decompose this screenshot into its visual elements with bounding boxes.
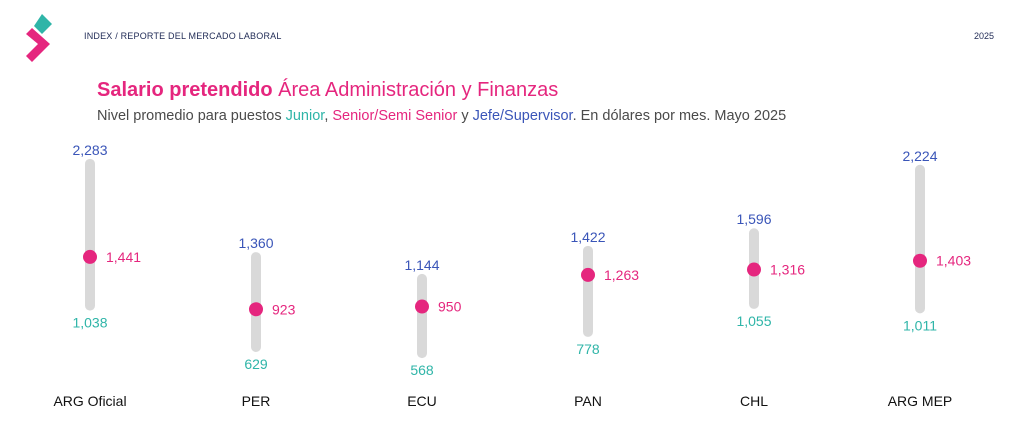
junior-value-label: 1,055 <box>736 313 771 329</box>
category-label: ARG MEP <box>888 393 953 409</box>
category-label: ARG Oficial <box>53 393 126 409</box>
senior-dot <box>83 249 97 264</box>
senior-dot <box>581 267 595 282</box>
senior-value-label: 1,403 <box>936 253 971 269</box>
jefe-value-label: 2,283 <box>72 142 107 158</box>
subtitle-jefe: Jefe/Supervisor <box>472 108 573 124</box>
subtitle-sep1: , <box>324 108 333 124</box>
logo-pink-shape <box>26 28 50 62</box>
junior-value-label: 629 <box>244 356 268 372</box>
subtitle-senior: Senior/Semi Senior <box>332 108 458 124</box>
report-year: 2025 <box>973 31 994 41</box>
jefe-value-label: 1,360 <box>238 235 273 251</box>
chart-subtitle: Nivel promedio para puestos Junior, Seni… <box>97 108 786 124</box>
senior-dot <box>415 299 429 314</box>
subtitle-prefix: Nivel promedio para puestos <box>97 108 286 124</box>
logo-teal-shape <box>34 14 52 34</box>
senior-dot <box>913 253 927 268</box>
category-label: PAN <box>574 393 602 409</box>
subtitle-sep2: y <box>457 108 473 124</box>
subtitle-suffix: . En dólares por mes. Mayo 2025 <box>572 108 787 124</box>
jefe-value-label: 1,144 <box>404 257 439 273</box>
junior-value-label: 1,011 <box>903 317 937 333</box>
junior-value-label: 778 <box>576 341 600 357</box>
senior-value-label: 923 <box>272 301 296 317</box>
title-rest: Área Administración y Finanzas <box>278 79 559 101</box>
title-bold: Salario pretendido <box>97 79 273 101</box>
breadcrumb: INDEX / REPORTE DEL MERCADO LABORAL <box>84 31 282 41</box>
junior-value-label: 1,038 <box>72 315 107 331</box>
senior-value-label: 1,263 <box>604 267 639 283</box>
senior-value-label: 1,441 <box>106 249 141 265</box>
senior-dot <box>747 262 761 277</box>
senior-dot <box>249 302 263 317</box>
category-label: PER <box>242 393 271 409</box>
senior-value-label: 950 <box>438 299 462 315</box>
jefe-value-label: 1,596 <box>736 211 771 227</box>
brand-logo <box>26 14 52 62</box>
senior-value-label: 1,316 <box>770 262 805 278</box>
category-label: CHL <box>740 393 768 409</box>
jefe-value-label: 2,224 <box>902 148 937 164</box>
category-label: ECU <box>407 393 437 409</box>
chart-title: Salario pretendido Área Administración y… <box>97 79 558 102</box>
junior-value-label: 568 <box>410 362 434 378</box>
subtitle-junior: Junior <box>285 108 325 124</box>
jefe-value-label: 1,422 <box>570 229 605 245</box>
